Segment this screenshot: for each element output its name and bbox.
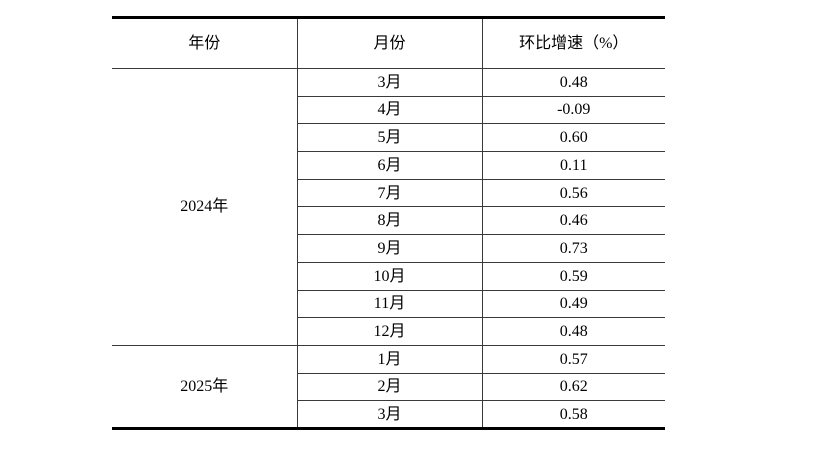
table-row: 2月 0.62	[112, 373, 665, 402]
year-cell: 2025年	[112, 344, 297, 429]
table-row: 3月 0.58	[112, 400, 665, 429]
growth-value-cell: 0.58	[481, 400, 665, 429]
growth-value-cell: 0.49	[481, 290, 665, 319]
month-cell: 6月	[296, 151, 482, 180]
year-cell: 2024年	[180, 198, 229, 216]
col-header-growth-rate: 环比增速（%）	[481, 17, 665, 69]
table-row: 11月 0.49	[112, 290, 665, 319]
growth-value-cell: 0.48	[481, 317, 665, 346]
month-cell: 9月	[296, 234, 482, 263]
month-cell: 1月	[296, 344, 482, 374]
col-header-month: 月份	[296, 17, 482, 69]
month-cell: 11月	[296, 290, 482, 319]
table-row: 2024年 3月 0.48	[112, 68, 665, 215]
growth-value-cell: -0.09	[481, 96, 665, 125]
growth-value-cell: 0.46	[481, 206, 665, 236]
month-cell: 10月	[296, 262, 482, 291]
table-row: 5月 0.60	[112, 123, 665, 153]
growth-value-cell: 0.60	[481, 123, 665, 153]
month-cell: 5月	[296, 123, 482, 153]
table-row: 8月 0.46	[112, 206, 665, 236]
table-row: 4月 -0.09	[112, 96, 665, 125]
growth-value-cell: 0.59	[481, 262, 665, 291]
growth-value-cell: 0.48	[481, 68, 665, 97]
table-row: 10月 0.59	[112, 262, 665, 291]
growth-value-cell: 0.73	[481, 234, 665, 263]
growth-rate-table: 年份 月份 环比增速（%） 2024年 3月 0.48 4月 -0.09 5月 0.60 6月…	[112, 16, 665, 430]
month-cell: 8月	[296, 206, 482, 236]
month-cell: 12月	[296, 317, 482, 346]
table-row: 2025年 1月 0.57	[112, 344, 665, 429]
month-cell: 4月	[296, 96, 482, 125]
header-row: 年份 月份 环比增速（%）	[112, 17, 665, 69]
table-row: 7月 0.56	[112, 179, 665, 208]
month-cell: 7月	[296, 179, 482, 208]
growth-value-cell: 0.11	[481, 151, 665, 180]
growth-value-cell: 0.56	[481, 179, 665, 208]
col-header-year: 年份	[112, 17, 297, 69]
table-row: 6月 0.11	[112, 151, 665, 180]
table-row: 12月 0.48	[112, 317, 665, 346]
month-cell: 2月	[296, 373, 482, 402]
month-cell: 3月	[296, 68, 482, 97]
growth-value-cell: 0.62	[481, 373, 665, 402]
table-row: 9月 0.73	[112, 234, 665, 263]
growth-value-cell: 0.57	[481, 344, 665, 374]
month-cell: 3月	[296, 400, 482, 429]
